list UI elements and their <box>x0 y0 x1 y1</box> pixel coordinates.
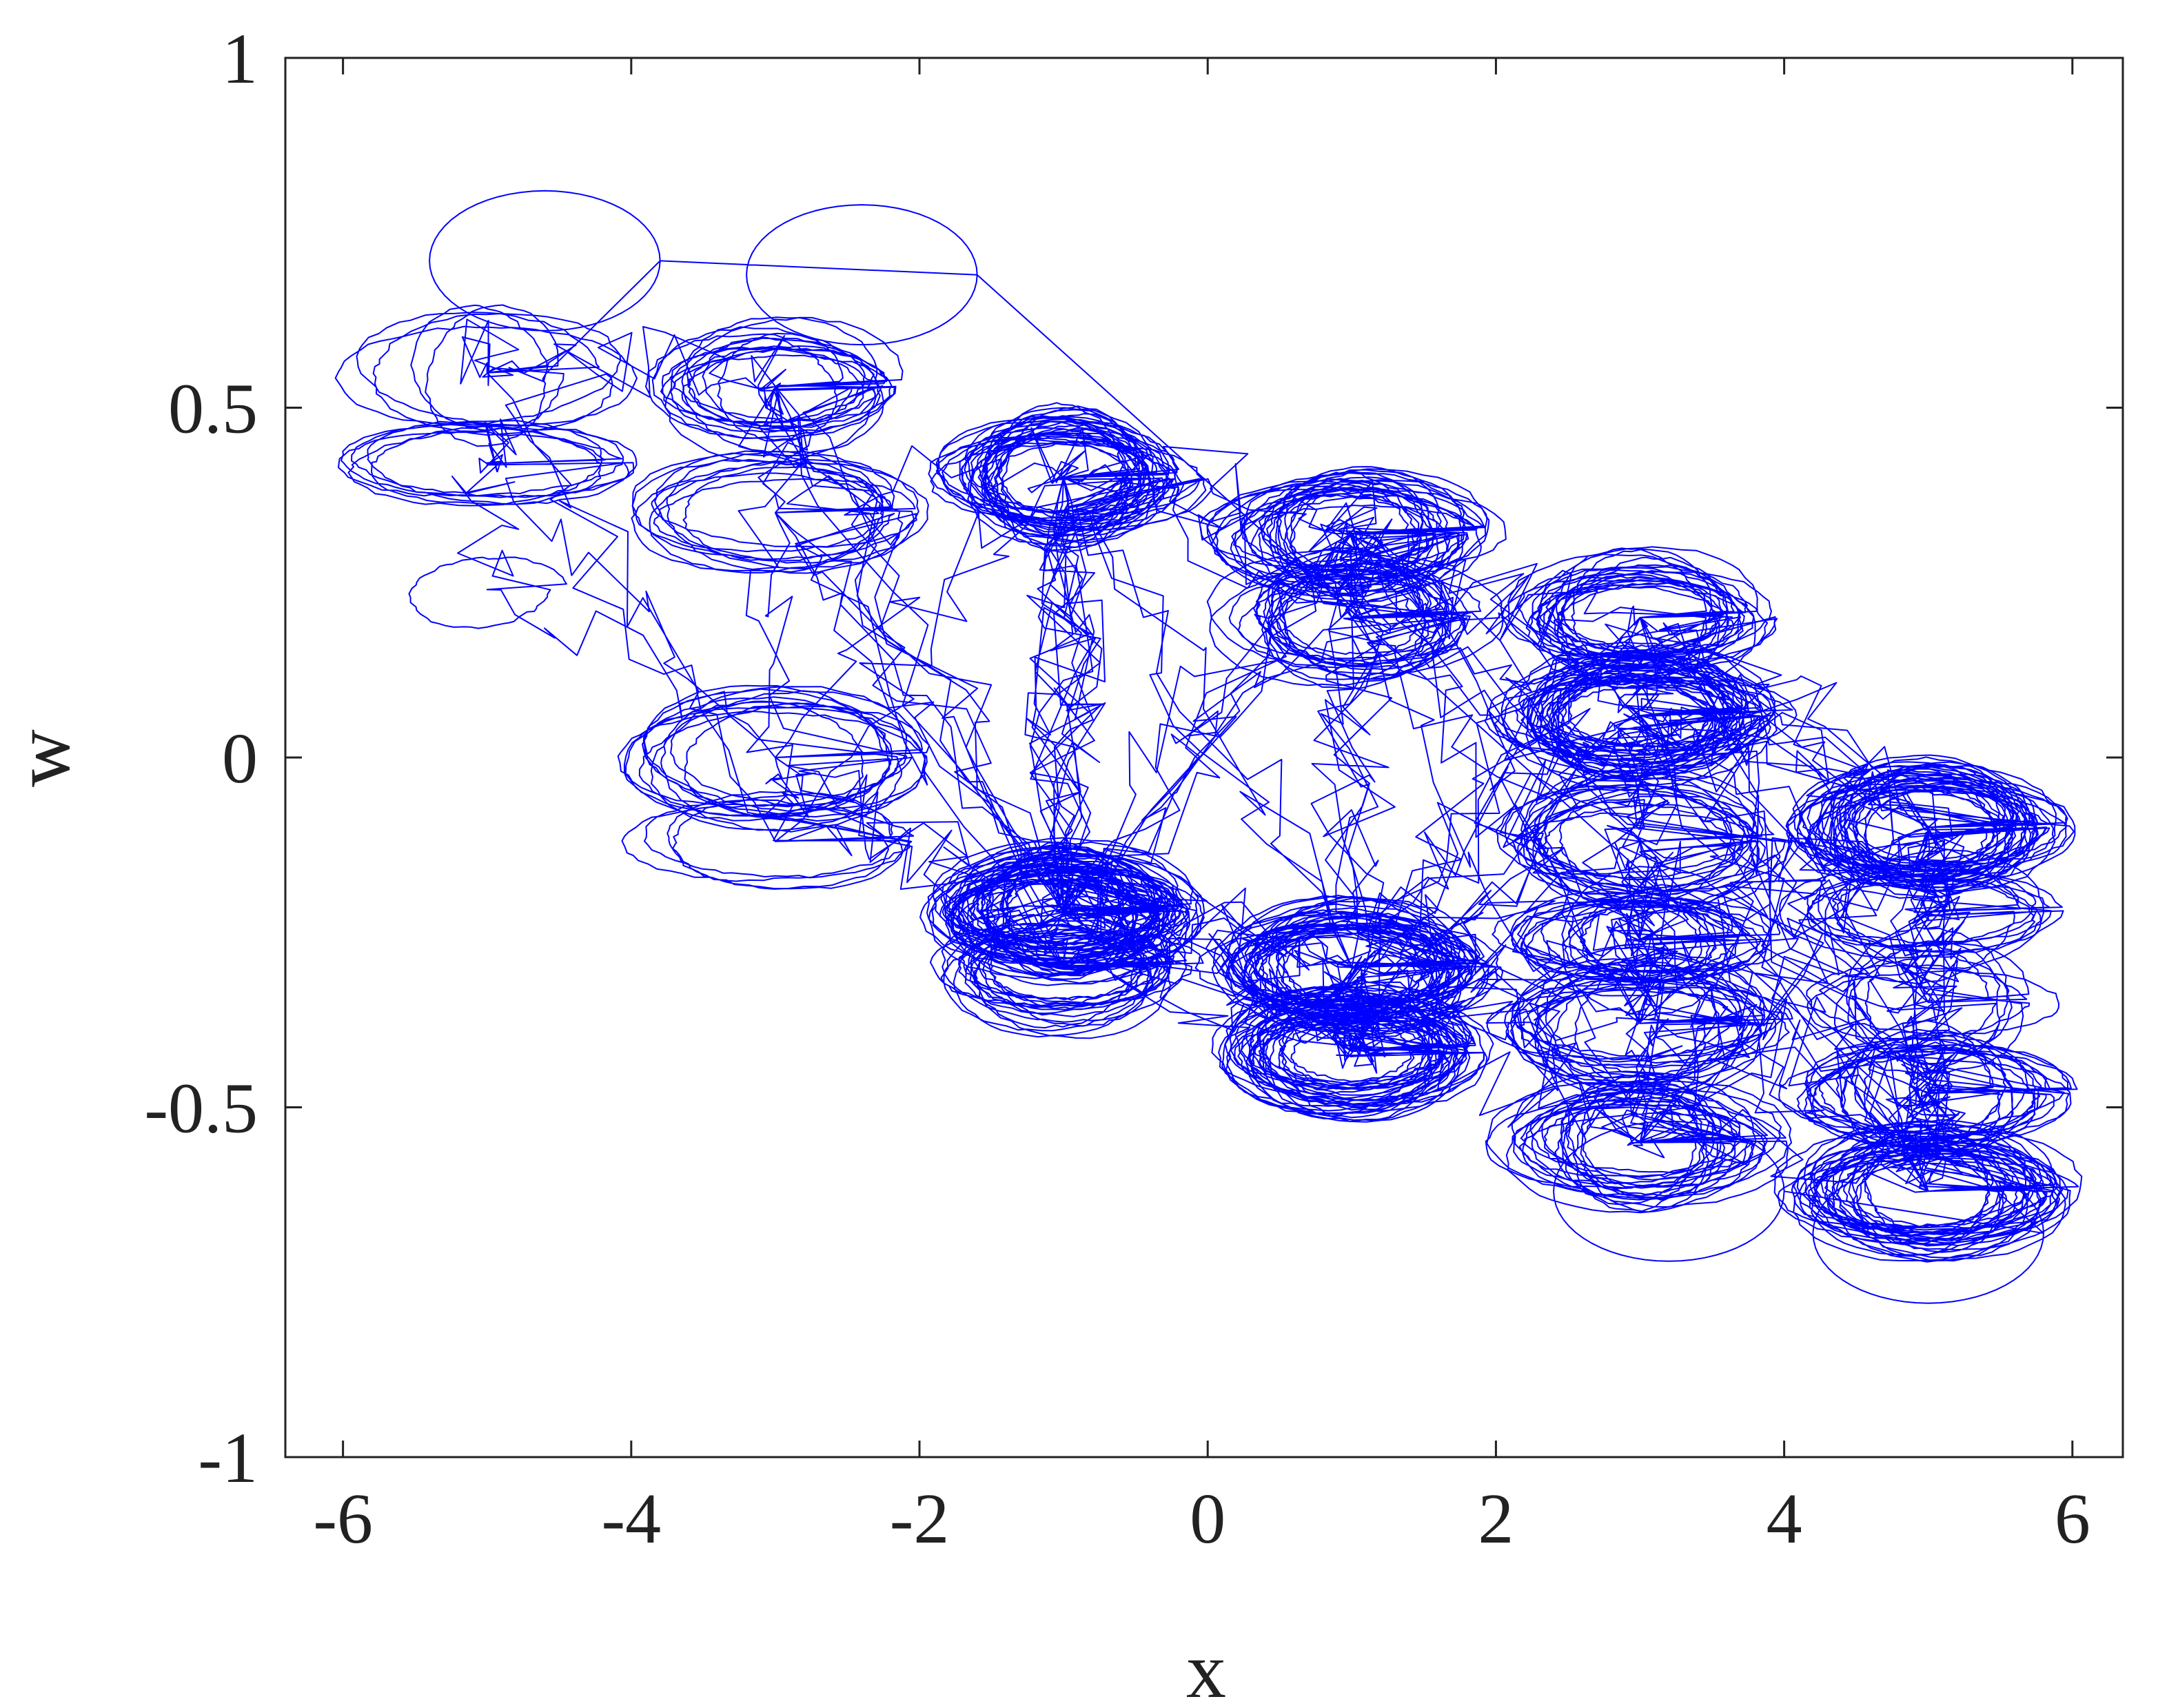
y-tick-label: 0 <box>222 719 258 798</box>
y-tick-label: 0.5 <box>168 369 258 449</box>
x-tick-label: 0 <box>1190 1479 1225 1558</box>
x-tick-label: -2 <box>890 1479 950 1558</box>
y-tick-label: 1 <box>222 19 258 99</box>
trajectory-line <box>334 190 2083 1304</box>
x-tick-label: -4 <box>602 1479 662 1558</box>
y-axis-label: w <box>0 729 87 787</box>
x-tick-label: -6 <box>313 1479 373 1558</box>
axis-ticks: -6 -4 -2 0 2 4 6 -1 -0.5 0 0.5 1 <box>144 19 2123 1558</box>
x-tick-label: 6 <box>2055 1479 2090 1558</box>
x-tick-label: 4 <box>1767 1479 1802 1558</box>
x-axis-label: x <box>1186 1627 1226 1708</box>
y-tick-label: -1 <box>198 1419 258 1498</box>
x-tick-label: 2 <box>1478 1479 1514 1558</box>
trajectory <box>334 190 2083 1304</box>
y-tick-label: -0.5 <box>144 1069 258 1148</box>
